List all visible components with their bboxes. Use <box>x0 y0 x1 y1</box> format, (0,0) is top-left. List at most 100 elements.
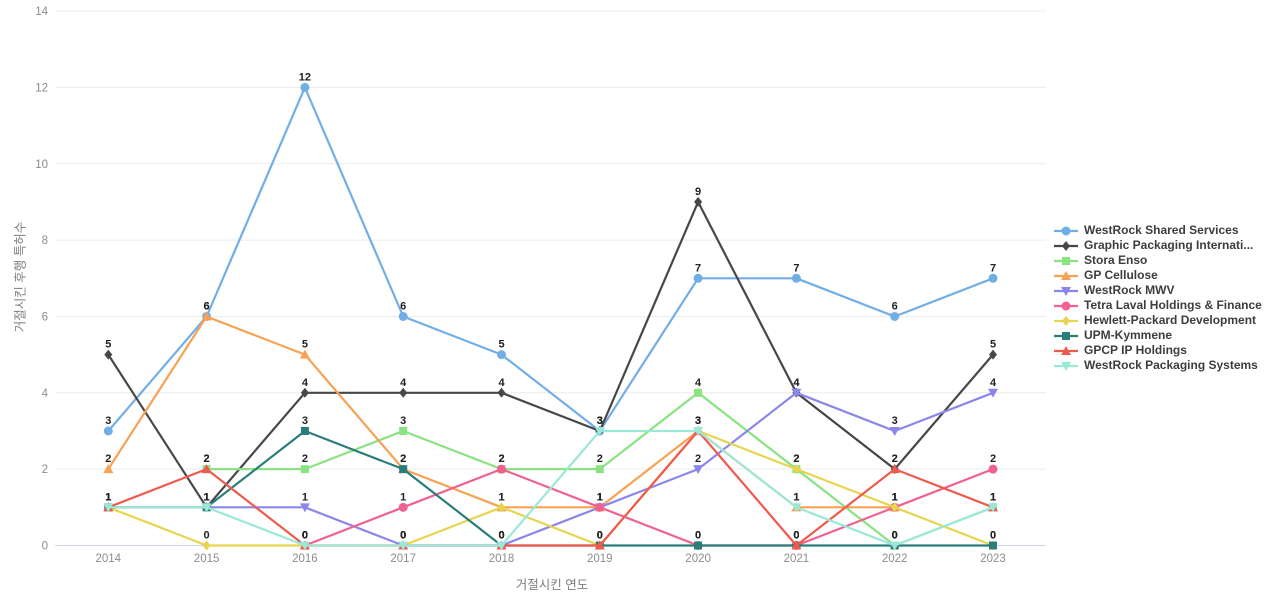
svg-text:7: 7 <box>990 262 996 274</box>
svg-text:1: 1 <box>498 491 504 503</box>
svg-text:4: 4 <box>793 377 800 389</box>
legend-marker-icon <box>1054 270 1078 280</box>
legend-marker-icon <box>1054 286 1078 296</box>
svg-text:0: 0 <box>990 530 996 542</box>
legend-item-gp-cellulose[interactable]: GP Cellulose <box>1054 268 1262 283</box>
svg-text:1: 1 <box>302 491 308 503</box>
svg-text:2: 2 <box>695 453 701 465</box>
svg-text:2: 2 <box>892 453 898 465</box>
svg-text:2: 2 <box>400 453 406 465</box>
svg-text:1: 1 <box>204 491 210 503</box>
svg-text:0: 0 <box>892 530 898 542</box>
legend-item-upm-kymmene[interactable]: UPM-Kymmene <box>1054 328 1262 343</box>
svg-text:4: 4 <box>990 377 997 389</box>
svg-text:3: 3 <box>597 415 603 427</box>
svg-text:3: 3 <box>597 415 603 427</box>
legend-item-gpcp-ip-holdings[interactable]: GPCP IP Holdings <box>1054 343 1262 358</box>
svg-text:12: 12 <box>299 71 311 83</box>
legend-item-label: Stora Enso <box>1084 253 1148 267</box>
svg-text:0: 0 <box>793 530 799 542</box>
svg-text:0: 0 <box>990 530 996 542</box>
svg-text:6: 6 <box>892 300 898 312</box>
svg-text:1: 1 <box>793 491 799 503</box>
svg-text:1: 1 <box>204 491 210 503</box>
svg-text:2: 2 <box>204 453 210 465</box>
svg-text:3: 3 <box>695 415 701 427</box>
svg-text:12: 12 <box>35 82 48 94</box>
svg-text:2: 2 <box>498 453 504 465</box>
svg-text:7: 7 <box>793 262 799 274</box>
legend-item-tetra-laval-holdings-finance[interactable]: Tetra Laval Holdings & Finance <box>1054 298 1262 313</box>
legend-item-stora-enso[interactable]: Stora Enso <box>1054 253 1262 268</box>
svg-text:0: 0 <box>498 530 504 542</box>
svg-text:0: 0 <box>498 530 504 542</box>
svg-text:0: 0 <box>42 541 48 553</box>
svg-text:10: 10 <box>35 159 48 171</box>
legend-marker-icon <box>1054 301 1078 310</box>
svg-text:0: 0 <box>400 530 406 542</box>
svg-text:5: 5 <box>990 339 996 351</box>
legend-item-label: WestRock Packaging Systems <box>1084 358 1258 372</box>
svg-text:2022: 2022 <box>882 553 908 565</box>
svg-text:2023: 2023 <box>980 553 1006 565</box>
svg-text:5: 5 <box>302 339 308 351</box>
legend-item-label: Hewlett-Packard Development <box>1084 313 1257 327</box>
svg-text:9: 9 <box>695 186 701 198</box>
svg-text:0: 0 <box>597 530 603 542</box>
svg-text:1: 1 <box>400 491 406 503</box>
svg-text:1: 1 <box>105 491 111 503</box>
svg-text:0: 0 <box>400 530 406 542</box>
legend-item-graphic-packaging-internati[interactable]: Graphic Packaging Internati... <box>1054 238 1262 253</box>
svg-text:14: 14 <box>35 6 48 18</box>
legend-item-label: UPM-Kymmene <box>1084 328 1173 342</box>
legend-item-label: GPCP IP Holdings <box>1084 343 1187 357</box>
svg-text:2: 2 <box>204 453 210 465</box>
svg-text:2018: 2018 <box>489 553 515 565</box>
svg-text:1: 1 <box>105 491 111 503</box>
svg-text:4: 4 <box>793 377 800 389</box>
svg-text:1: 1 <box>793 491 799 503</box>
svg-text:4: 4 <box>42 388 49 400</box>
svg-text:0: 0 <box>892 530 898 542</box>
legend-item-hewlett-packard-development[interactable]: Hewlett-Packard Development <box>1054 313 1262 328</box>
svg-text:0: 0 <box>597 530 603 542</box>
svg-text:8: 8 <box>42 235 48 247</box>
svg-text:0: 0 <box>793 530 799 542</box>
legend-marker-icon <box>1054 345 1078 355</box>
legend-marker-icon <box>1054 315 1078 326</box>
svg-text:2: 2 <box>302 453 308 465</box>
svg-text:2: 2 <box>990 453 996 465</box>
svg-text:3: 3 <box>695 415 701 427</box>
legend-item-label: GP Cellulose <box>1084 268 1158 282</box>
svg-text:6: 6 <box>204 300 210 312</box>
legend-marker-icon <box>1054 361 1078 371</box>
svg-text:0: 0 <box>597 530 603 542</box>
svg-text:2: 2 <box>498 453 504 465</box>
legend-item-label: WestRock MWV <box>1084 283 1175 297</box>
legend-item-label: Tetra Laval Holdings & Finance <box>1084 298 1262 312</box>
svg-text:0: 0 <box>498 530 504 542</box>
svg-text:3: 3 <box>892 415 898 427</box>
svg-text:2021: 2021 <box>784 553 810 565</box>
legend-item-westrock-packaging-systems[interactable]: WestRock Packaging Systems <box>1054 358 1262 373</box>
legend-item-westrock-shared-services[interactable]: WestRock Shared Services <box>1054 223 1262 238</box>
svg-text:3: 3 <box>597 415 603 427</box>
svg-text:2: 2 <box>597 453 603 465</box>
svg-text:0: 0 <box>793 530 799 542</box>
svg-text:0: 0 <box>302 530 308 542</box>
svg-text:0: 0 <box>498 530 504 542</box>
x-axis-title: 거절시킨 연도 <box>515 578 589 592</box>
svg-text:0: 0 <box>400 530 406 542</box>
svg-text:1: 1 <box>597 491 603 503</box>
svg-text:2016: 2016 <box>292 553 318 565</box>
svg-text:6: 6 <box>42 311 48 323</box>
svg-text:2: 2 <box>42 464 48 476</box>
svg-text:2: 2 <box>892 453 898 465</box>
svg-text:0: 0 <box>695 530 701 542</box>
svg-text:5: 5 <box>498 339 504 351</box>
svg-text:0: 0 <box>302 530 308 542</box>
svg-text:2: 2 <box>793 453 799 465</box>
legend-item-westrock-mwv[interactable]: WestRock MWV <box>1054 283 1262 298</box>
